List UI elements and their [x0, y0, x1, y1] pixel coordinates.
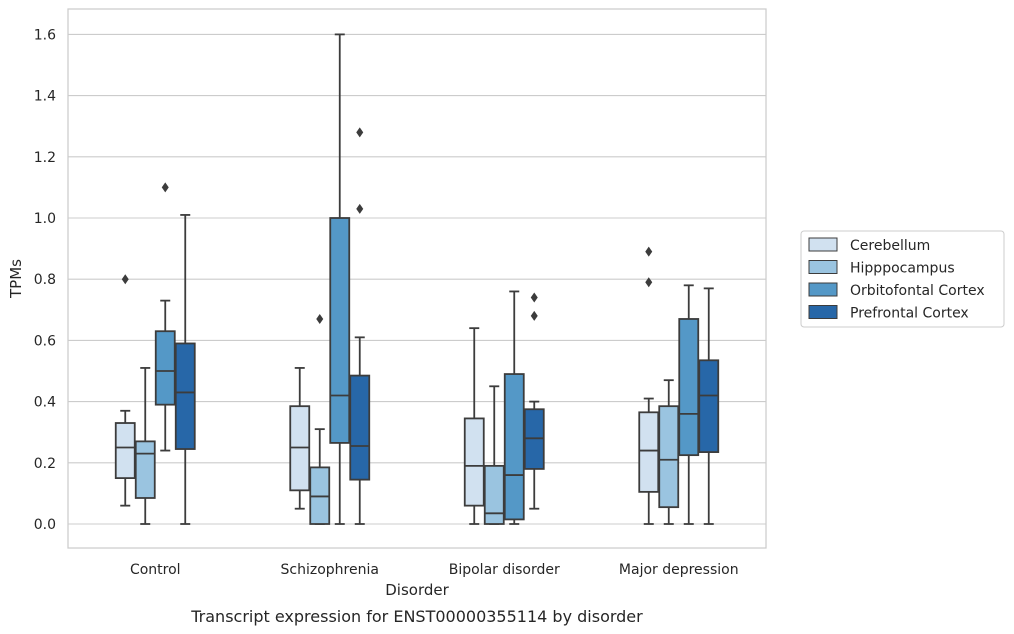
x-tick-label: Bipolar disorder: [449, 562, 560, 578]
y-axis-ticks: 0.0 0.2 0.4 0.6 0.8 1.0 1.2 1.4 1.6: [34, 27, 56, 533]
box-orbitofontal-cortex: [329, 33, 351, 525]
legend-swatch: [808, 305, 838, 319]
legend-swatch: [808, 237, 838, 252]
box-body: [678, 318, 700, 457]
legend-frame: [800, 230, 1005, 328]
outlier-point: [316, 313, 324, 324]
box-prefrontal-cortex: [349, 127, 371, 525]
box-prefrontal-cortex: [174, 214, 196, 525]
outlier-point: [121, 274, 129, 285]
outlier-point: [530, 292, 538, 303]
x-axis-label: Disorder: [385, 581, 449, 599]
box-orbitofontal-cortex: [154, 182, 176, 452]
box-body: [698, 359, 720, 453]
legend-label: Prefrontal Cortex: [850, 306, 969, 322]
box-body: [503, 373, 525, 521]
box-body: [134, 440, 156, 499]
outlier-point: [356, 127, 364, 138]
outlier-point: [645, 277, 653, 288]
box-body: [483, 464, 505, 525]
legend-label: Hipppocampus: [850, 261, 955, 277]
y-tick-label: 0.8: [34, 272, 56, 288]
box-hipppocampus: [134, 367, 156, 525]
legend: Cerebellum Hipppocampus Orbitofontal Corte…: [800, 230, 1005, 328]
box-body: [174, 342, 196, 450]
outlier-point: [356, 203, 364, 214]
chart-caption: Transcript expression for ENST0000035511…: [190, 607, 643, 626]
outlier-point: [530, 310, 538, 321]
box-cerebellum: [114, 274, 136, 507]
box-body: [638, 411, 660, 493]
y-tick-label: 1.4: [34, 89, 56, 105]
outlier-point: [645, 246, 653, 257]
legend-label: Cerebellum: [850, 238, 930, 254]
box-cerebellum: [289, 367, 311, 510]
y-tick-label: 0.0: [34, 517, 56, 533]
box-body: [114, 422, 136, 479]
box-cerebellum: [638, 246, 660, 525]
y-axis-label: TPMs: [7, 259, 25, 299]
y-tick-label: 0.2: [34, 456, 56, 472]
y-tick-label: 1.0: [34, 211, 56, 227]
boxes-layer: [114, 33, 720, 525]
legend-swatch: [808, 282, 838, 297]
legend-swatch: [808, 260, 838, 274]
y-tick-label: 0.6: [34, 333, 56, 349]
y-tick-label: 1.2: [34, 150, 56, 166]
y-tick-label: 0.4: [34, 395, 56, 411]
outlier-point: [161, 182, 169, 193]
box-hipppocampus: [309, 313, 331, 525]
box-body: [349, 374, 371, 481]
box-body: [463, 417, 485, 507]
plot-frame: [67, 8, 767, 549]
x-tick-label: Schizophrenia: [281, 562, 379, 578]
box-cerebellum: [463, 327, 485, 525]
box-body: [658, 405, 680, 509]
y-tick-label: 1.6: [34, 27, 56, 43]
box-body: [329, 217, 351, 444]
box-hipppocampus: [658, 379, 680, 525]
box-orbitofontal-cortex: [678, 284, 700, 525]
legend-label: Orbitofontal Cortex: [850, 283, 985, 299]
box-prefrontal-cortex: [698, 287, 720, 525]
x-tick-label: Major depression: [619, 562, 739, 578]
box-body: [154, 330, 176, 406]
box-orbitofontal-cortex: [503, 290, 525, 525]
box-prefrontal-cortex: [523, 292, 545, 510]
x-tick-label: Control: [130, 562, 181, 578]
x-axis-ticks: Control Schizophrenia Bipolar disorder Majo…: [130, 562, 739, 578]
box-hipppocampus: [483, 385, 505, 525]
